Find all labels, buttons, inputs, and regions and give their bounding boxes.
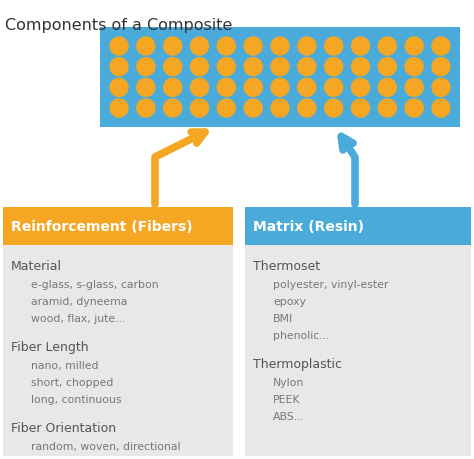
Bar <box>245 246 471 456</box>
Circle shape <box>191 100 209 118</box>
Circle shape <box>405 59 423 77</box>
Circle shape <box>110 100 128 118</box>
Circle shape <box>110 59 128 77</box>
Text: wood, flax, jute...: wood, flax, jute... <box>31 313 125 323</box>
Bar <box>3 207 233 246</box>
Circle shape <box>378 38 396 56</box>
Circle shape <box>432 100 450 118</box>
Circle shape <box>378 59 396 77</box>
Circle shape <box>271 79 289 97</box>
Circle shape <box>325 59 343 77</box>
Circle shape <box>191 59 209 77</box>
Circle shape <box>164 100 182 118</box>
Text: Components of a Composite: Components of a Composite <box>5 18 232 33</box>
Circle shape <box>218 100 235 118</box>
Circle shape <box>218 38 235 56</box>
Circle shape <box>191 79 209 97</box>
Circle shape <box>271 100 289 118</box>
Text: Matrix (Resin): Matrix (Resin) <box>253 219 364 234</box>
Text: polyester, vinyl-ester: polyester, vinyl-ester <box>273 280 388 289</box>
Bar <box>3 246 233 456</box>
Circle shape <box>352 79 370 97</box>
Circle shape <box>164 79 182 97</box>
Circle shape <box>271 59 289 77</box>
Text: nano, milled: nano, milled <box>31 360 99 370</box>
Text: e-glass, s-glass, carbon: e-glass, s-glass, carbon <box>31 280 159 289</box>
Text: epoxy: epoxy <box>273 297 306 306</box>
Text: phenolic...: phenolic... <box>273 330 329 340</box>
Circle shape <box>191 38 209 56</box>
Bar <box>100 28 460 128</box>
Text: Fiber Length: Fiber Length <box>11 340 89 353</box>
Circle shape <box>137 79 155 97</box>
Circle shape <box>164 38 182 56</box>
Text: PEEK: PEEK <box>273 394 301 404</box>
Circle shape <box>405 38 423 56</box>
Circle shape <box>352 59 370 77</box>
Text: random, woven, directional: random, woven, directional <box>31 441 181 451</box>
Text: Material: Material <box>11 259 62 272</box>
Circle shape <box>218 59 235 77</box>
Circle shape <box>298 59 316 77</box>
Circle shape <box>271 38 289 56</box>
Circle shape <box>164 59 182 77</box>
Circle shape <box>110 38 128 56</box>
Circle shape <box>244 59 262 77</box>
Circle shape <box>244 38 262 56</box>
Circle shape <box>244 100 262 118</box>
Circle shape <box>110 79 128 97</box>
Circle shape <box>352 100 370 118</box>
Circle shape <box>325 38 343 56</box>
Text: Fiber Orientation: Fiber Orientation <box>11 421 116 434</box>
Circle shape <box>298 100 316 118</box>
Circle shape <box>137 100 155 118</box>
Text: aramid, dyneema: aramid, dyneema <box>31 297 128 306</box>
Text: BMI: BMI <box>273 313 293 323</box>
Circle shape <box>432 38 450 56</box>
Text: long, continuous: long, continuous <box>31 394 121 404</box>
Text: short, chopped: short, chopped <box>31 377 113 387</box>
Circle shape <box>298 79 316 97</box>
Circle shape <box>378 100 396 118</box>
Circle shape <box>244 79 262 97</box>
Circle shape <box>325 79 343 97</box>
Circle shape <box>325 100 343 118</box>
Circle shape <box>378 79 396 97</box>
Circle shape <box>432 59 450 77</box>
Circle shape <box>432 79 450 97</box>
Circle shape <box>352 38 370 56</box>
Text: Thermoset: Thermoset <box>253 259 320 272</box>
Text: ABS...: ABS... <box>273 411 305 421</box>
Circle shape <box>137 59 155 77</box>
Circle shape <box>218 79 235 97</box>
Circle shape <box>298 38 316 56</box>
Circle shape <box>405 79 423 97</box>
Bar <box>245 207 471 246</box>
Circle shape <box>137 38 155 56</box>
Text: Reinforcement (Fibers): Reinforcement (Fibers) <box>11 219 192 234</box>
Text: Thermoplastic: Thermoplastic <box>253 357 342 370</box>
Text: Nylon: Nylon <box>273 377 304 387</box>
Circle shape <box>405 100 423 118</box>
